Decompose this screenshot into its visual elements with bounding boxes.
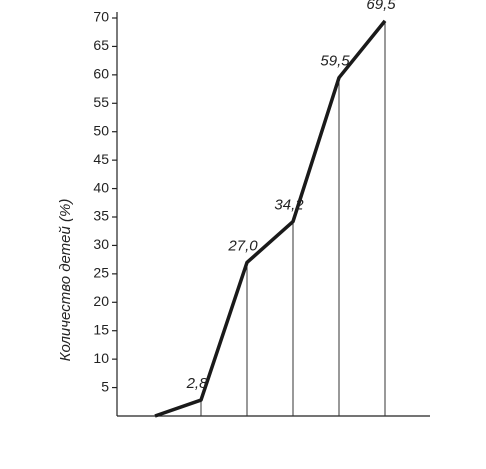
y-tick-label: 50 [93,122,109,138]
y-tick-label: 35 [93,208,109,224]
y-tick-label: 70 [93,9,109,25]
data-label: 2,8 [186,375,209,392]
y-tick-label: 60 [93,66,109,82]
y-tick-label: 40 [93,179,109,195]
data-line [154,19,387,418]
y-tick-label: 5 [101,378,109,394]
y-tick-label: 30 [93,236,109,252]
y-tick-label: 20 [93,293,109,309]
y-tick-label: 10 [93,350,109,366]
data-label: 69,5 [366,0,396,13]
y-tick-label: 25 [93,265,109,281]
y-tick-label: 15 [93,321,109,337]
y-axis-label: Количество детей (%) [57,199,74,362]
data-label: 34,2 [274,197,304,214]
data-label: 59,5 [320,53,350,70]
y-tick-label: 55 [93,94,109,110]
y-tick-label: 65 [93,37,109,53]
y-tick-label: 45 [93,151,109,167]
data-label: 27,0 [227,237,258,254]
